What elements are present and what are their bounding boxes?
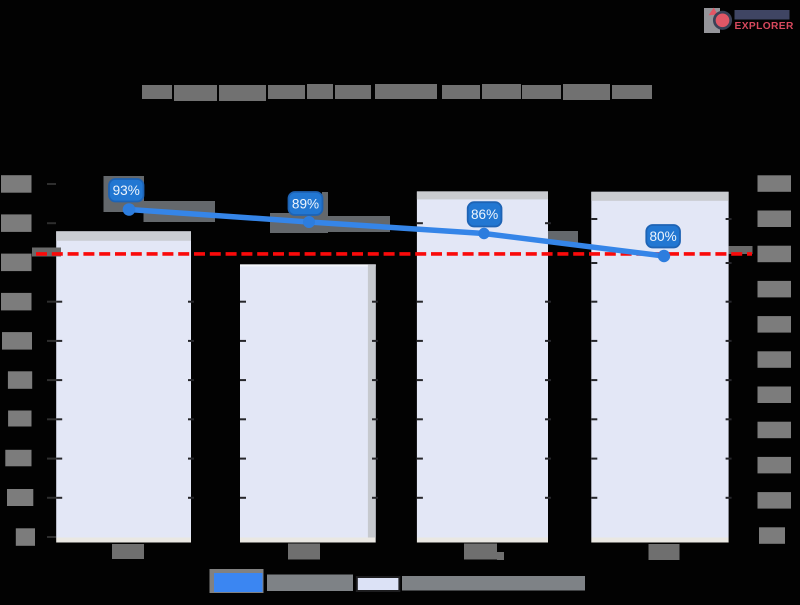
- svg-text:93%: 93%: [113, 183, 140, 198]
- svg-text:80%: 80%: [649, 229, 676, 244]
- svg-text:89%: 89%: [292, 196, 319, 211]
- svg-text:EXPLORER: EXPLORER: [735, 21, 794, 32]
- svg-text:86%: 86%: [471, 207, 498, 222]
